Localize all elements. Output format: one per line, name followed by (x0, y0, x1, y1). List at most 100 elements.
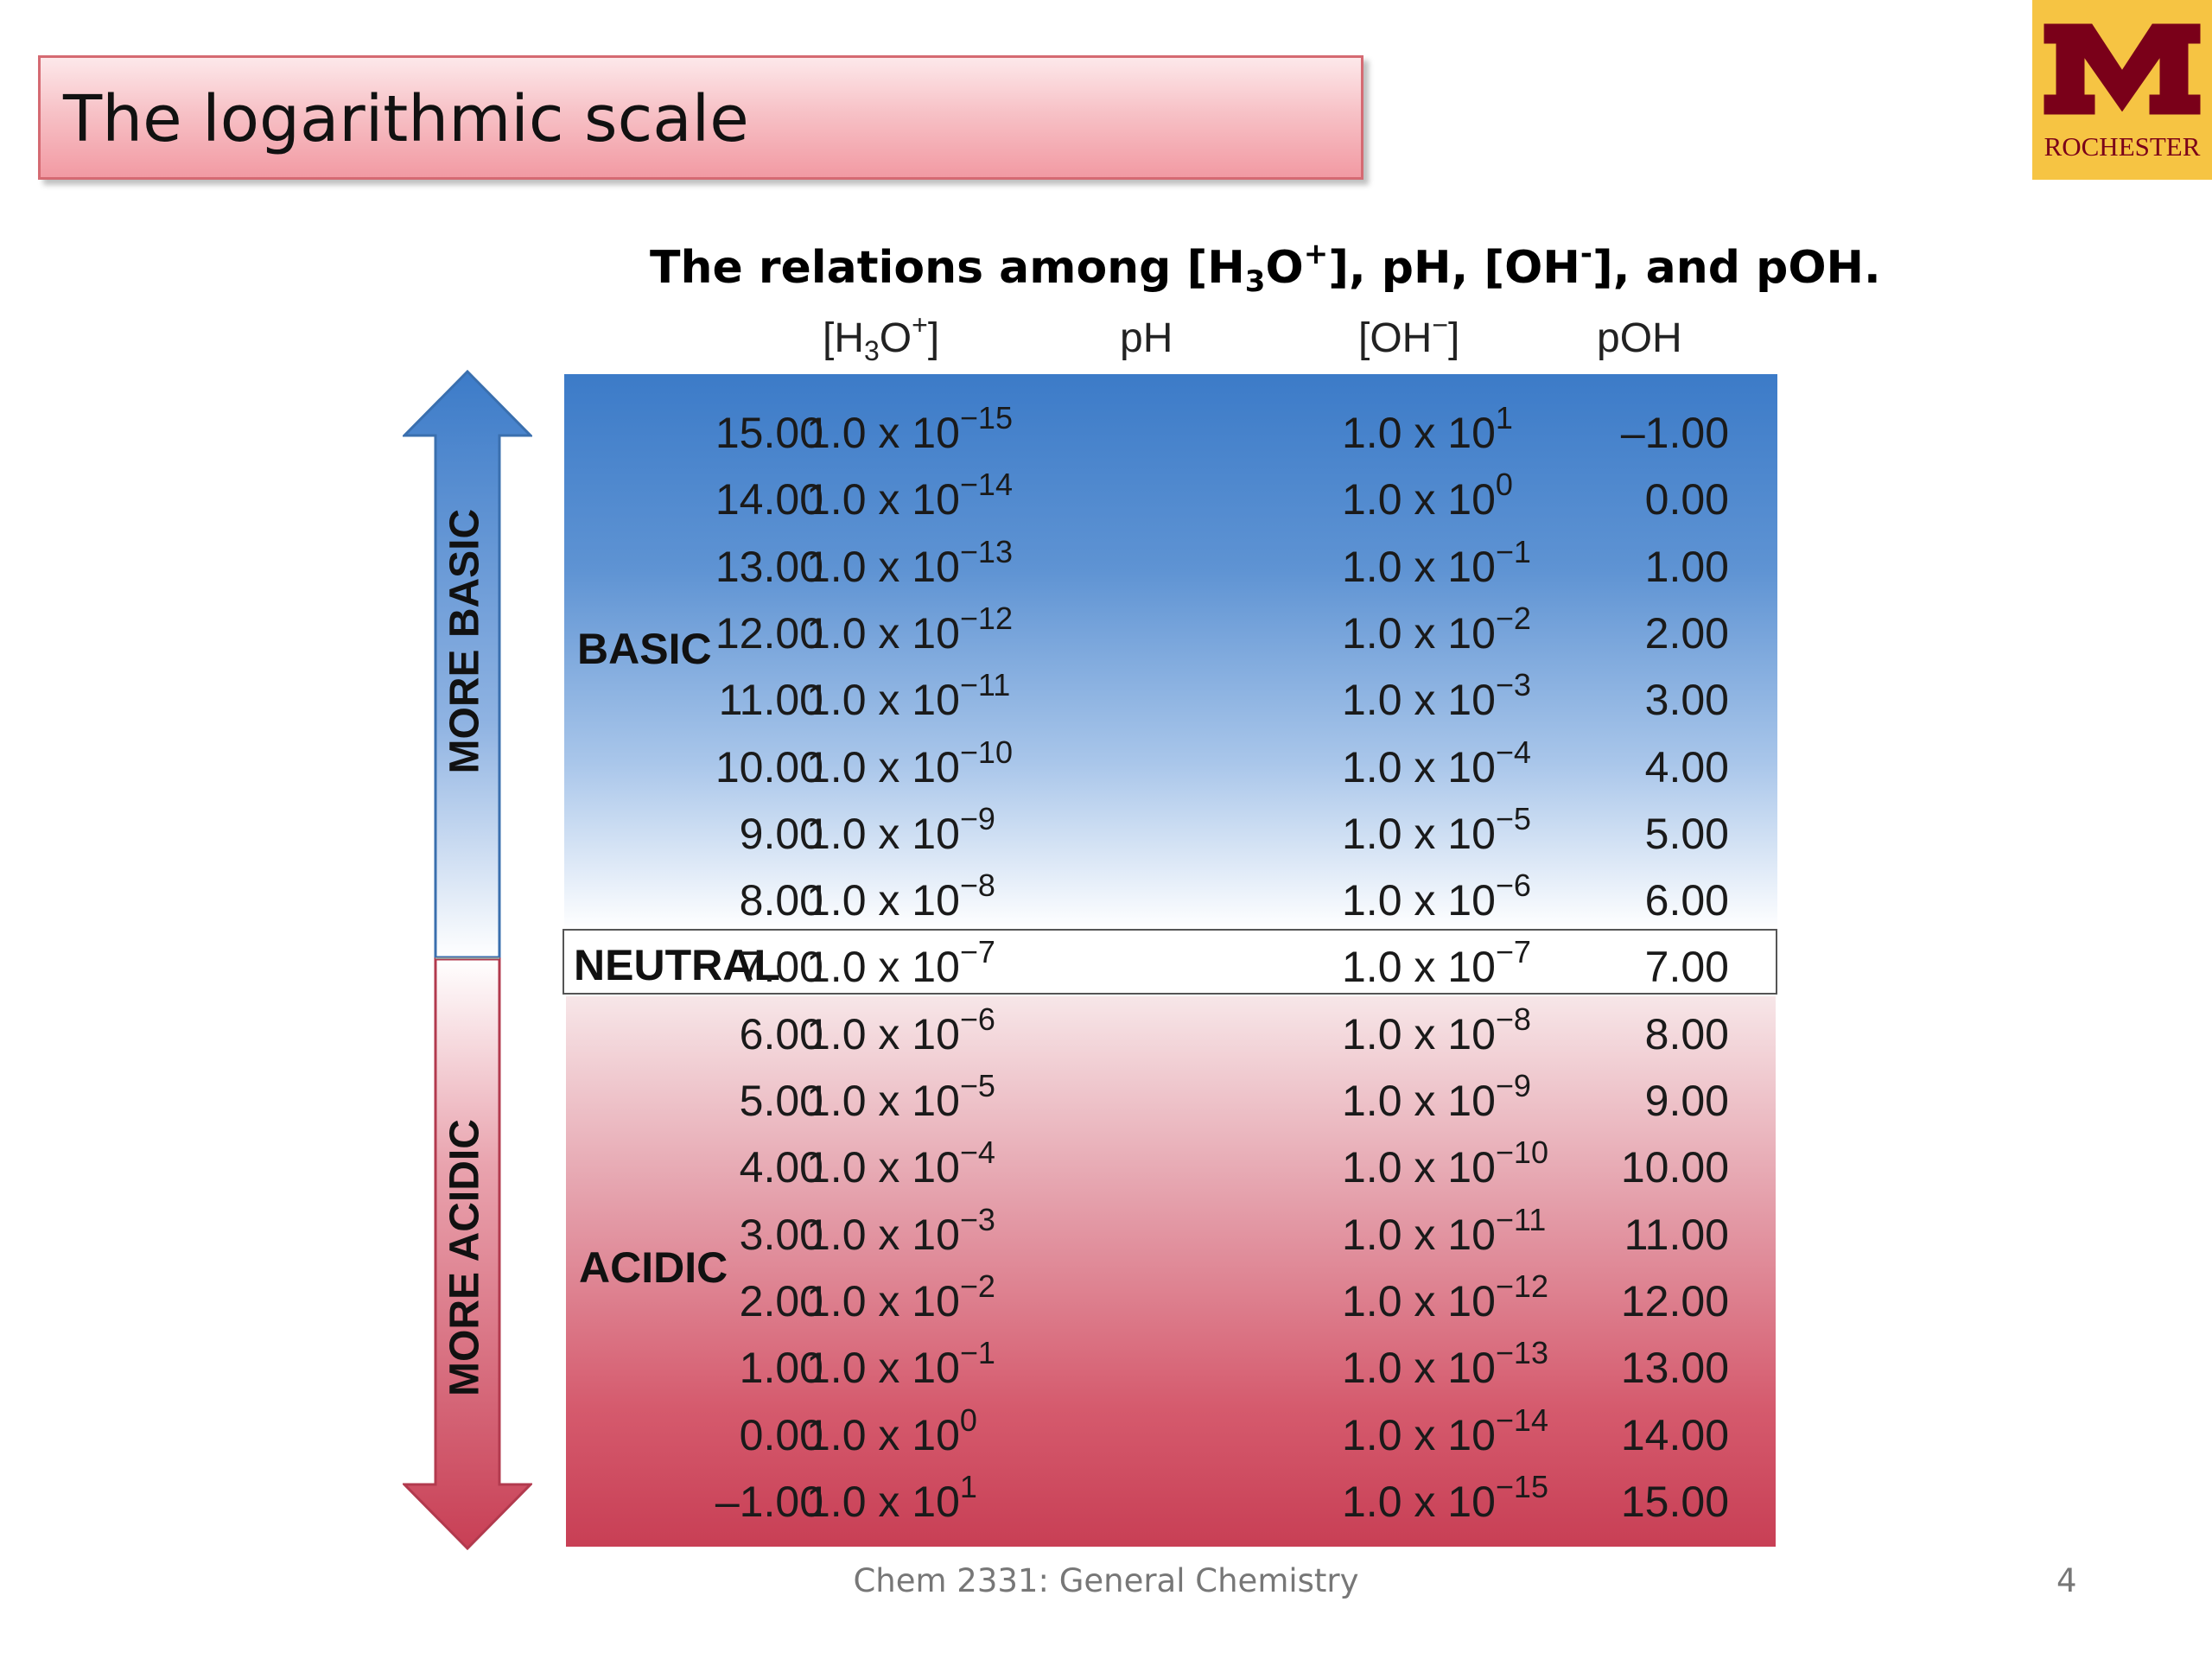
table-row: 1.0 x 10−12 12.00 1.0 x 10−2 2.00 (564, 600, 1777, 666)
m-logo-icon (2041, 21, 2203, 118)
oh-cell: 1.0 x 10−13 (1342, 1335, 1548, 1393)
ph-cell: 1.00 (739, 1344, 823, 1393)
ph-cell: 4.00 (739, 1143, 823, 1192)
double-arrow-icon (401, 369, 534, 1551)
ph-cell: 8.00 (739, 876, 823, 925)
ph-cell: 15.00 (715, 409, 823, 457)
oh-cell: 1.0 x 10−3 (1342, 667, 1531, 725)
h3o-cell: 1.0 x 10−2 (806, 1268, 995, 1325)
more-acidic-label: MORE ACIDIC (442, 1119, 488, 1396)
table-row: 1.0 x 10−9 9.00 1.0 x 10−5 5.00 (564, 800, 1777, 867)
h3o-cell: 1.0 x 10−12 (806, 600, 1013, 658)
ph-cell: –1.00 (715, 1477, 823, 1526)
more-basic-label: MORE BASIC (442, 508, 488, 774)
table-row: 1.0 x 10−5 5.00 1.0 x 10−9 9.00 (564, 1067, 1777, 1134)
oh-cell: 1.0 x 10−10 (1342, 1135, 1548, 1192)
poh-cell: 11.00 (1624, 1210, 1729, 1259)
h3o-cell: 1.0 x 101 (806, 1468, 977, 1526)
ph-cell: 12.00 (715, 608, 823, 658)
table-row: 1.0 x 10−1 1.00 1.0 x 10−13 13.00 (564, 1334, 1777, 1401)
poh-cell: 4.00 (1644, 742, 1729, 791)
table-row: 1.0 x 10−11 11.00 1.0 x 10−3 3.00 (564, 666, 1777, 733)
h3o-cell: 1.0 x 10−3 (806, 1201, 995, 1259)
oh-cell: 1.0 x 10−7 (1342, 934, 1531, 992)
logo-text: ROCHESTER (2044, 131, 2201, 162)
column-header-poh: pOH (1597, 315, 1682, 361)
oh-cell: 1.0 x 10−6 (1342, 868, 1531, 925)
h3o-cell: 1.0 x 100 (806, 1402, 977, 1459)
column-header-ph: pH (1120, 315, 1173, 361)
poh-cell: 5.00 (1644, 809, 1729, 858)
oh-cell: 1.0 x 10−11 (1342, 1201, 1547, 1259)
h3o-cell: 1.0 x 10−10 (806, 734, 1013, 791)
oh-cell: 1.0 x 10−14 (1342, 1402, 1548, 1459)
table-row: 1.0 x 10−15 15.00 1.0 x 101 –1.00 (564, 399, 1777, 466)
neutral-row-box (563, 929, 1777, 995)
poh-cell: 13.00 (1620, 1344, 1729, 1393)
ph-cell: 6.00 (739, 1009, 823, 1058)
column-header-oh: [OH−] (1358, 309, 1460, 361)
acidic-region (566, 996, 1776, 1547)
table-row: 1.0 x 10−4 4.00 1.0 x 10−10 10.00 (564, 1134, 1777, 1200)
poh-cell: 15.00 (1620, 1477, 1729, 1526)
h3o-cell: 1.0 x 10−9 (806, 800, 995, 858)
table-row: 1.0 x 10−14 14.00 1.0 x 100 0.00 (564, 466, 1777, 532)
h3o-cell: 1.0 x 10−6 (806, 1001, 995, 1058)
oh-cell: 1.0 x 10−2 (1342, 600, 1531, 658)
oh-cell: 1.0 x 10−8 (1342, 1001, 1531, 1058)
ph-cell: 5.00 (739, 1077, 823, 1125)
column-header-h3o: [H3O+] (823, 309, 940, 366)
oh-cell: 1.0 x 10−9 (1342, 1068, 1531, 1126)
table-row: 1.0 x 10−13 13.00 1.0 x 10−1 1.00 (564, 533, 1777, 600)
poh-cell: 1.00 (1644, 542, 1729, 591)
oh-cell: 1.0 x 10−12 (1342, 1268, 1548, 1325)
ph-cell: 14.00 (715, 475, 823, 524)
table-row: 1.0 x 10−8 8.00 1.0 x 10−6 6.00 (564, 867, 1777, 933)
poh-cell: 12.00 (1620, 1276, 1729, 1325)
oh-cell: 1.0 x 101 (1342, 400, 1513, 458)
university-logo: ROCHESTER (2032, 0, 2212, 180)
table-row-neutral: 1.0 x 10−7 7.00 1.0 x 10−7 7.00 (564, 933, 1777, 1000)
slide-title: The logarithmic scale (63, 82, 749, 156)
h3o-cell: 1.0 x 10−11 (806, 667, 1011, 725)
oh-cell: 1.0 x 10−5 (1342, 800, 1531, 858)
ph-cell: 9.00 (739, 809, 823, 858)
table-row: 1.0 x 10−3 3.00 1.0 x 10−11 11.00 (564, 1201, 1777, 1268)
h3o-cell: 1.0 x 10−13 (806, 533, 1013, 591)
poh-cell: 2.00 (1644, 608, 1729, 658)
h3o-cell: 1.0 x 10−1 (806, 1335, 995, 1393)
basic-region (564, 374, 1777, 930)
ph-cell: 10.00 (715, 742, 823, 791)
poh-cell: –1.00 (1620, 409, 1729, 457)
poh-cell: 14.00 (1620, 1410, 1729, 1459)
table-row: 1.0 x 101 –1.00 1.0 x 10−15 15.00 (564, 1468, 1777, 1535)
poh-cell: 10.00 (1620, 1143, 1729, 1192)
ph-cell: 2.00 (739, 1276, 823, 1325)
h3o-cell: 1.0 x 10−5 (806, 1068, 995, 1126)
oh-cell: 1.0 x 10−15 (1342, 1468, 1548, 1526)
table-row: 1.0 x 10−10 10.00 1.0 x 10−4 4.00 (564, 734, 1777, 800)
neutral-label: NEUTRAL (574, 941, 780, 989)
table-row: 1.0 x 10−2 2.00 1.0 x 10−12 12.00 (564, 1268, 1777, 1334)
h3o-cell: 1.0 x 10−14 (806, 467, 1013, 524)
ph-cell: 13.00 (715, 542, 823, 591)
oh-cell: 1.0 x 10−1 (1342, 533, 1531, 591)
table-row: 1.0 x 100 0.00 1.0 x 10−14 14.00 (564, 1402, 1777, 1468)
poh-cell: 0.00 (1644, 475, 1729, 524)
poh-cell: 6.00 (1644, 876, 1729, 925)
title-banner: The logarithmic scale (38, 55, 1363, 180)
ph-cell: 3.00 (739, 1210, 823, 1259)
ph-cell: 7.00 (739, 943, 823, 992)
acidity-arrow: MORE BASIC MORE ACIDIC (401, 369, 534, 1551)
page-number: 4 (2056, 1562, 2077, 1599)
oh-cell: 1.0 x 100 (1342, 467, 1513, 524)
ph-cell: 11.00 (718, 676, 823, 725)
footer-course: Chem 2331: General Chemistry (853, 1562, 1359, 1599)
basic-label: BASIC (577, 625, 712, 673)
acidic-label: ACIDIC (579, 1243, 728, 1292)
h3o-cell: 1.0 x 10−7 (806, 934, 995, 992)
poh-cell: 8.00 (1644, 1009, 1729, 1058)
h3o-cell: 1.0 x 10−8 (806, 868, 995, 925)
h3o-cell: 1.0 x 10−4 (806, 1135, 995, 1192)
poh-cell: 7.00 (1644, 943, 1729, 992)
